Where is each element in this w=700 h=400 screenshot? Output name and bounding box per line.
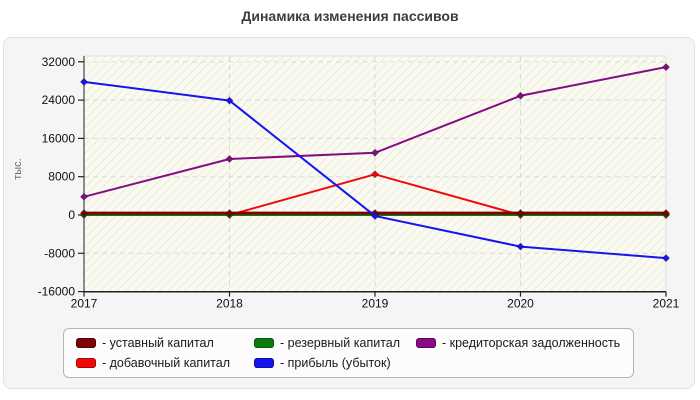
legend-item-2: - резервный капитал	[254, 336, 416, 350]
y-tick-label: -16000	[38, 285, 76, 299]
y-tick-label: 16000	[42, 131, 76, 145]
series-marker	[79, 209, 89, 218]
series-marker	[661, 209, 671, 218]
series-4	[79, 63, 671, 201]
series-marker	[79, 77, 89, 86]
y-tick-label: -8000	[44, 246, 75, 260]
series-marker	[516, 91, 525, 100]
legend-label: - резервный капитал	[280, 336, 401, 350]
y-tick-label: 24000	[42, 93, 76, 107]
series-marker	[225, 154, 234, 164]
x-tick-label: 2019	[362, 297, 389, 311]
legend-swatch	[76, 338, 96, 348]
legend-label: - добавочный капитал	[102, 356, 231, 370]
x-tick-label: 2021	[653, 297, 680, 311]
series-marker	[225, 96, 234, 105]
series-3	[79, 77, 671, 263]
chart-title: Динамика изменения пассивов	[241, 8, 459, 24]
series-marker	[516, 242, 525, 251]
y-tick-label: 8000	[48, 170, 75, 184]
legend-swatch	[254, 338, 274, 348]
legend-item-1: - добавочный капитал	[76, 356, 254, 370]
x-tick-label: 2018	[216, 297, 243, 311]
legend-label: - уставный капитал	[102, 336, 214, 350]
legend-item-3: - прибыль (убыток)	[254, 356, 416, 370]
data-series	[79, 63, 671, 263]
series-marker	[370, 148, 380, 157]
legend-swatch	[76, 358, 96, 368]
legend-swatch	[416, 338, 436, 348]
series-marker	[661, 254, 671, 263]
y-axis-title: тыс.	[12, 158, 24, 180]
legend-label: - прибыль (убыток)	[280, 356, 391, 370]
legend-item-4: - кредиторская задолженность	[416, 336, 625, 350]
legend-swatch	[254, 358, 274, 368]
x-tick-label: 2017	[71, 297, 98, 311]
series-marker	[225, 209, 234, 218]
x-tick-label: 2020	[507, 297, 534, 311]
series-marker	[661, 63, 671, 72]
legend-label: - кредиторская задолженность	[442, 336, 621, 350]
series-marker	[370, 170, 380, 179]
legend: - уставный капитал - добавочный капитал - …	[63, 328, 634, 378]
series-marker	[516, 209, 525, 218]
series-marker	[79, 192, 89, 201]
series-marker	[370, 211, 380, 221]
y-tick-label: 0	[68, 208, 75, 222]
legend-item-0: - уставный капитал	[76, 336, 254, 350]
y-tick-label: 32000	[42, 55, 76, 69]
